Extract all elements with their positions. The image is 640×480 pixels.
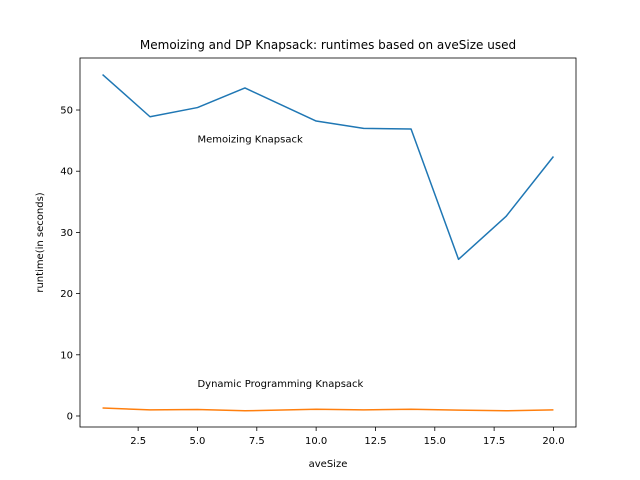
chart-title: Memoizing and DP Knapsack: runtimes base… (140, 38, 516, 52)
y-axis-label: runtime(in seconds) (35, 192, 46, 292)
y-tick-label: 30 (60, 228, 73, 239)
series-line-1 (102, 407, 554, 412)
y-tick-label: 10 (60, 350, 73, 361)
y-tick-label: 50 (60, 106, 73, 117)
series-line-0 (102, 73, 555, 261)
x-tick-label: 20.0 (542, 436, 564, 447)
x-tick-label: 2.5 (130, 436, 146, 447)
y-tick-label: 40 (60, 167, 73, 178)
x-tick-label: 15.0 (424, 436, 446, 447)
annotation-label: Dynamic Programming Knapsack (197, 379, 363, 390)
x-axis-label: aveSize (309, 459, 348, 470)
y-tick-label: 0 (67, 411, 73, 422)
annotation-label: Memoizing Knapsack (197, 134, 303, 145)
x-tick-label: 12.5 (364, 436, 386, 447)
x-tick-label: 17.5 (483, 436, 505, 447)
y-tick-label: 20 (60, 289, 73, 300)
x-tick-label: 10.0 (305, 436, 327, 447)
x-tick-label: 5.0 (190, 436, 206, 447)
plot-frame (79, 57, 577, 428)
x-tick-label: 7.5 (249, 436, 265, 447)
